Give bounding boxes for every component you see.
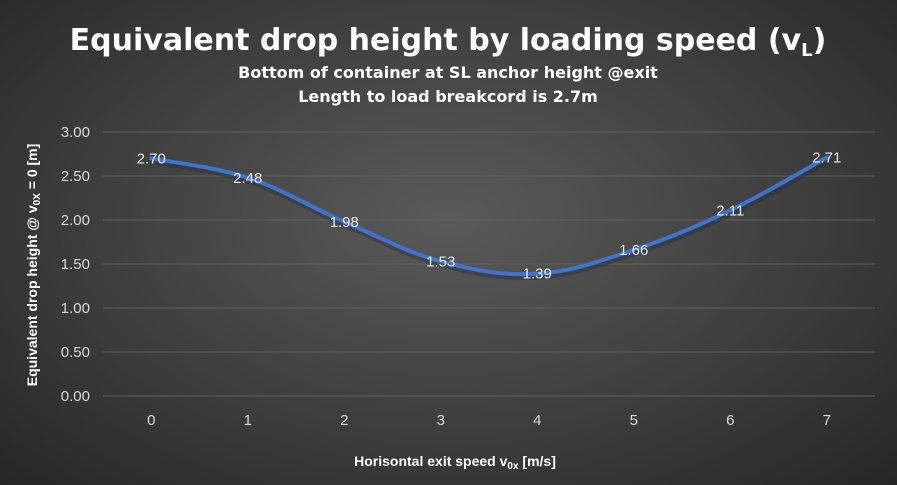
y-tick-label: 2.00 xyxy=(61,212,90,229)
series-line xyxy=(149,155,829,277)
chart-title-main: Equivalent drop height by loading speed … xyxy=(70,23,802,58)
y-axis-label-main: Equivalent drop height @ v xyxy=(24,205,40,386)
series-line-shadow xyxy=(151,157,830,281)
x-tick-label: 3 xyxy=(437,412,445,429)
x-tick-label: 1 xyxy=(244,412,252,429)
data-point xyxy=(826,157,828,159)
data-point xyxy=(536,273,538,275)
gridlines xyxy=(103,131,875,397)
y-axis-label: Equivalent drop height @ v0X = 0 [m] xyxy=(24,144,43,387)
x-tick-label: 6 xyxy=(726,412,734,429)
y-tick-label: 2.50 xyxy=(61,168,90,185)
data-point xyxy=(150,157,152,159)
x-axis-label-main: Horisontal exit speed v xyxy=(354,453,507,469)
x-axis-label-subscript: 0x xyxy=(507,461,519,472)
chart-title: Equivalent drop height by loading speed … xyxy=(70,23,827,61)
y-axis-label-rest: = 0 [m] xyxy=(24,144,40,193)
data-point xyxy=(633,249,635,251)
x-tick-label: 7 xyxy=(823,412,831,429)
chart-title-close: ) xyxy=(813,23,827,58)
data-label: 1.66 xyxy=(619,242,648,259)
data-label: 2.71 xyxy=(812,150,841,167)
data-point xyxy=(247,177,249,179)
data-label: 2.48 xyxy=(233,170,262,187)
x-axis-label-rest: [m/s] xyxy=(519,453,556,469)
data-labels: 2.70 2.48 1.98 1.53 1.39 1.66 2.11 2.71 xyxy=(137,150,842,283)
y-axis-ticks: 0.00 0.50 1.00 1.50 2.00 2.50 3.00 xyxy=(61,124,90,405)
data-label: 1.39 xyxy=(523,266,552,283)
y-tick-label: 1.00 xyxy=(61,300,90,317)
data-point xyxy=(729,209,731,211)
y-axis-label-subscript: 0X xyxy=(32,193,43,206)
chart-subtitle-1: Bottom of container at SL anchor height … xyxy=(238,63,658,82)
data-point xyxy=(440,260,442,262)
chart-subtitle-2: Length to load breakcord is 2.7m xyxy=(298,87,598,106)
x-tick-label: 5 xyxy=(630,412,638,429)
data-point xyxy=(343,221,345,223)
data-label: 1.98 xyxy=(330,214,359,231)
x-tick-label: 2 xyxy=(340,412,348,429)
x-axis-ticks: 0 1 2 3 4 5 6 7 xyxy=(147,412,831,429)
data-label: 1.53 xyxy=(426,253,455,270)
series-group xyxy=(149,155,830,281)
x-tick-label: 4 xyxy=(533,412,541,429)
y-tick-label: 0.00 xyxy=(61,388,90,405)
data-label: 2.11 xyxy=(716,202,744,219)
x-axis-label: Horisontal exit speed v0x [m/s] xyxy=(354,453,556,472)
y-tick-label: 1.50 xyxy=(61,256,90,273)
data-label: 2.70 xyxy=(137,150,166,167)
x-tick-label: 0 xyxy=(147,412,155,429)
y-tick-label: 3.00 xyxy=(61,124,90,141)
y-tick-label: 0.50 xyxy=(61,344,90,361)
chart-title-subscript: L xyxy=(801,40,812,61)
